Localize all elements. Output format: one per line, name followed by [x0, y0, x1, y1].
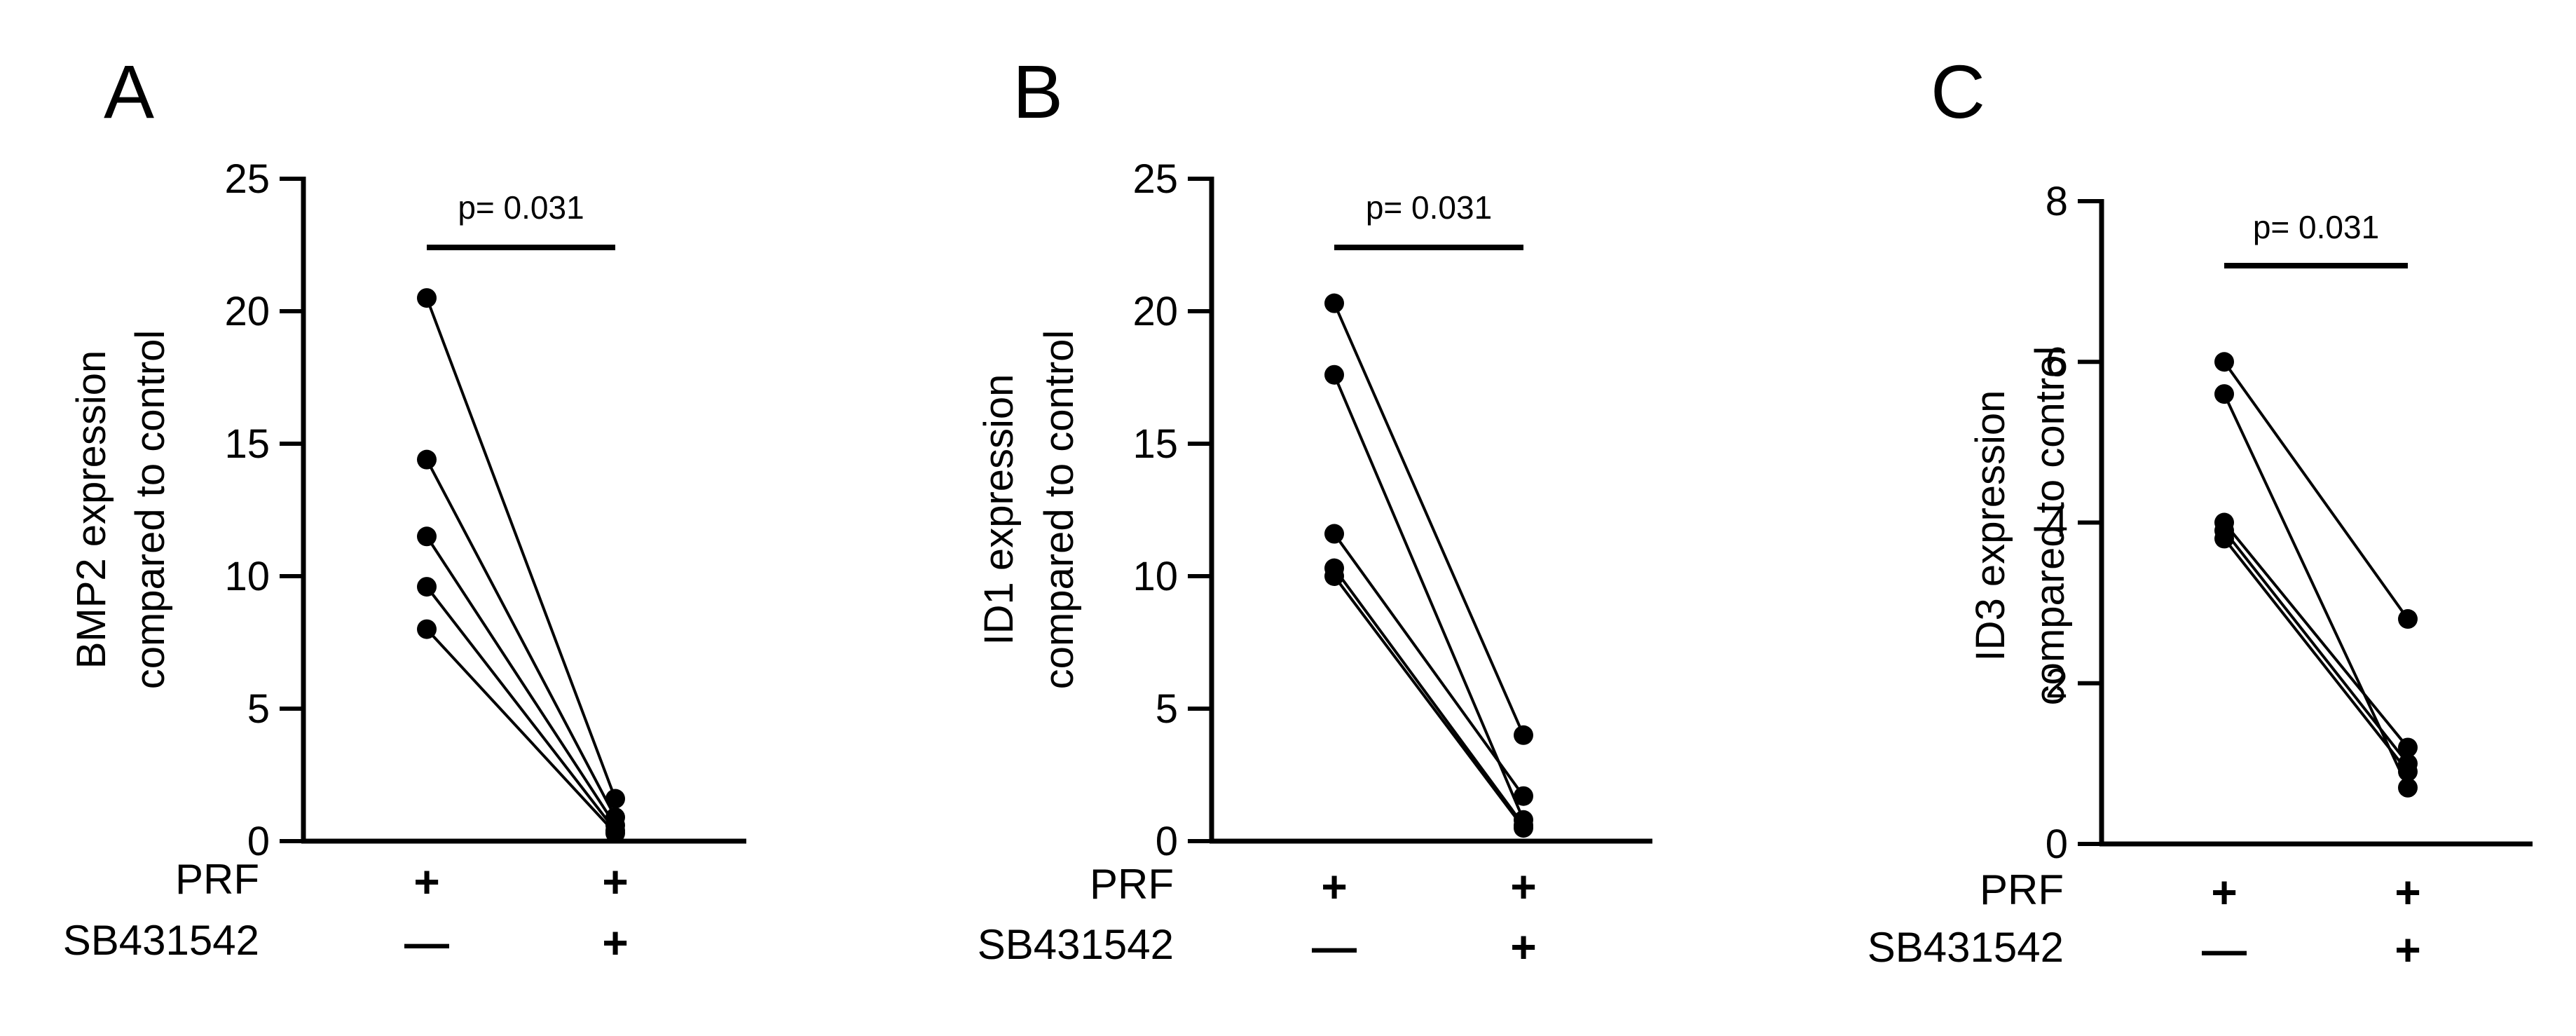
data-point-a [417, 577, 437, 597]
y-tick-label-c: 2 [2046, 661, 2068, 707]
data-point-a [417, 288, 437, 308]
y-tick-label-a: 0 [247, 819, 270, 864]
p-value-a: p= 0.031 [458, 189, 584, 226]
y-axis-label-c: ID3 expression [1968, 390, 2013, 662]
row-label-b: PRF [1090, 861, 1174, 908]
y-tick-label-b: 0 [1156, 819, 1178, 864]
y-tick-label-a: 10 [224, 554, 270, 599]
condition-sign-c: — [2202, 925, 2247, 975]
condition-sign-c: + [2211, 867, 2237, 918]
pair-line-b [1333, 302, 1525, 736]
y-tick-label-c: 0 [2046, 822, 2068, 867]
condition-sign-a: + [413, 857, 439, 907]
condition-sign-a: + [602, 857, 628, 907]
pair-line-b [1333, 575, 1525, 829]
pair-line-a [425, 458, 617, 818]
condition-sign-c: + [2395, 925, 2420, 975]
data-point-c [2214, 352, 2234, 372]
y-tick-label-b: 25 [1132, 156, 1178, 202]
data-point-b [1514, 818, 1533, 838]
y-tick-label-b: 10 [1132, 554, 1178, 599]
y-tick-label-c: 8 [2046, 179, 2068, 224]
row-label-c: SB431542 [1868, 924, 2064, 971]
pair-line-c [2223, 522, 2409, 749]
y-tick-label-b: 5 [1156, 686, 1178, 732]
p-value-b: p= 0.031 [1366, 189, 1492, 226]
p-value-c: p= 0.031 [2253, 209, 2379, 245]
row-label-a: PRF [175, 856, 259, 903]
condition-sign-b: + [1321, 861, 1347, 912]
y-tick-label-b: 20 [1132, 289, 1178, 334]
data-point-a [417, 619, 437, 639]
condition-sign-b: + [1510, 861, 1536, 912]
data-point-c [2398, 761, 2418, 782]
row-label-a: SB431542 [63, 917, 259, 964]
y-tick-label-a: 25 [224, 156, 270, 202]
condition-sign-b: — [1312, 922, 1357, 972]
pair-line-a [425, 297, 617, 800]
pair-line-c [2223, 361, 2409, 620]
pair-line-b [1333, 374, 1525, 821]
data-point-a [605, 789, 625, 809]
condition-sign-c: + [2395, 867, 2420, 918]
panel-letter-c: C [1931, 49, 1985, 134]
pair-line-b [1333, 533, 1525, 797]
data-point-b [1324, 524, 1344, 544]
pair-line-c [2223, 393, 2409, 789]
y-tick-label-a: 5 [247, 686, 270, 732]
y-tick-label-c: 6 [2046, 339, 2068, 385]
y-axis-label-c: compared to control [2027, 346, 2073, 706]
panel-letter-b: B [1013, 49, 1063, 134]
pair-line-c [2223, 538, 2409, 773]
pair-line-b [1333, 567, 1525, 826]
data-point-c [2398, 609, 2418, 629]
pair-line-a [425, 585, 617, 832]
y-tick-label-a: 15 [224, 421, 270, 467]
y-axis-label-a: compared to control [128, 330, 173, 690]
pair-line-a [425, 628, 617, 835]
y-axis-label-b: compared to control [1036, 330, 1082, 690]
y-axis-label-a: BMP2 expression [69, 350, 114, 669]
data-point-a [417, 526, 437, 547]
y-tick-label-c: 4 [2046, 500, 2068, 546]
data-point-b [1324, 293, 1344, 313]
data-point-b [1324, 364, 1344, 385]
data-point-a [417, 449, 437, 470]
pair-line-c [2223, 529, 2409, 765]
condition-sign-b: + [1510, 922, 1536, 972]
y-tick-label-b: 15 [1132, 421, 1178, 467]
row-label-c: PRF [1980, 866, 2064, 913]
data-point-c [2398, 737, 2418, 758]
row-label-b: SB431542 [978, 921, 1174, 968]
y-axis-label-b: ID1 expression [976, 374, 1022, 646]
data-point-c [2214, 529, 2234, 549]
data-point-c [2214, 384, 2234, 404]
panel-letter-a: A [104, 49, 154, 134]
y-tick-label-a: 20 [224, 289, 270, 334]
data-point-c [2398, 777, 2418, 798]
data-point-b [1514, 725, 1533, 745]
data-point-a [605, 823, 625, 843]
condition-sign-a: — [404, 918, 449, 968]
data-point-b [1514, 786, 1533, 806]
pair-line-a [425, 536, 617, 826]
condition-sign-a: + [602, 918, 628, 968]
data-point-b [1324, 566, 1344, 586]
